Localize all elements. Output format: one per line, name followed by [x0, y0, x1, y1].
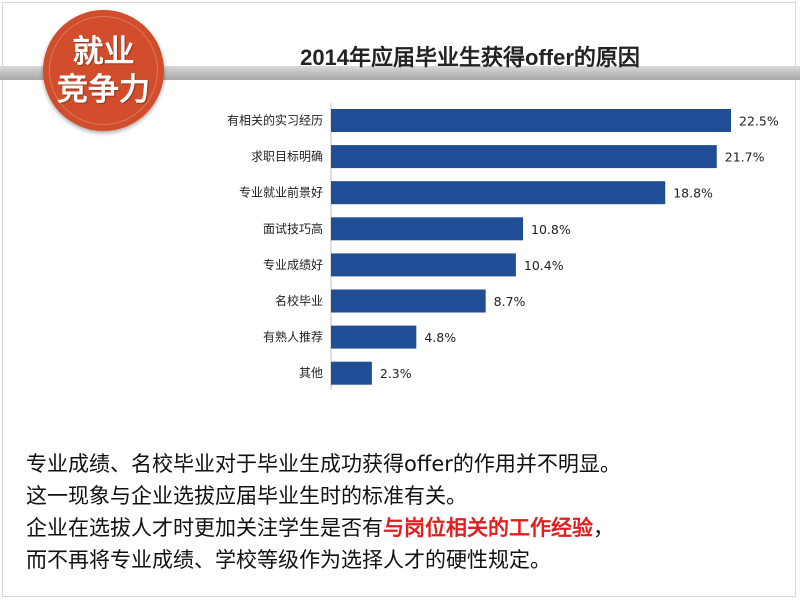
bar-3	[331, 217, 523, 241]
caption-line-3-prefix: 企业在选拔人才时更加关注学生是否有	[26, 516, 383, 540]
topic-badge: 就业 竞争力	[43, 10, 164, 131]
category-label-0: 有相关的实习经历	[227, 113, 323, 128]
value-label-2: 18.8%	[673, 186, 713, 201]
caption-line-2: 这一现象与企业选拔应届毕业生时的标准有关。	[26, 484, 467, 508]
value-label-4: 10.4%	[524, 258, 564, 273]
caption-line-3: 企业在选拔人才时更加关注学生是否有与岗位相关的工作经验，	[26, 512, 796, 544]
category-label-2: 专业就业前景好	[239, 185, 323, 200]
bar-6	[331, 325, 417, 349]
value-label-3: 10.8%	[531, 222, 571, 237]
caption-line-4: 而不再将专业成绩、学校等级作为选择人才的硬性规定。	[26, 548, 551, 572]
value-label-7: 2.3%	[380, 366, 412, 381]
category-label-4: 专业成绩好	[263, 257, 323, 272]
caption-highlight: 与岗位相关的工作经验	[383, 516, 593, 540]
bar-4	[331, 253, 516, 277]
caption-line-1: 专业成绩、名校毕业对于毕业生成功获得offer的作用并不明显。	[26, 452, 621, 476]
category-label-3: 面试技巧高	[263, 221, 323, 236]
bar-1	[331, 145, 717, 169]
category-label-7: 其他	[299, 366, 323, 380]
header-band	[0, 66, 800, 80]
value-label-5: 8.7%	[494, 294, 526, 309]
bar-7	[331, 361, 372, 385]
value-label-1: 21.7%	[725, 150, 765, 165]
bar-5	[331, 289, 486, 313]
bar-2	[331, 181, 666, 205]
category-label-5: 名校毕业	[275, 293, 323, 308]
caption: 专业成绩、名校毕业对于毕业生成功获得offer的作用并不明显。 这一现象与企业选…	[26, 448, 796, 576]
value-label-0: 22.5%	[739, 114, 779, 129]
category-label-6: 有熟人推荐	[263, 329, 323, 344]
bar-0	[331, 109, 731, 132]
caption-line-3-suffix: ，	[593, 516, 614, 540]
chart-title: 2014年应届毕业生获得offer的原因	[300, 45, 640, 70]
category-label-1: 求职目标明确	[251, 150, 323, 164]
value-label-6: 4.8%	[424, 330, 456, 345]
